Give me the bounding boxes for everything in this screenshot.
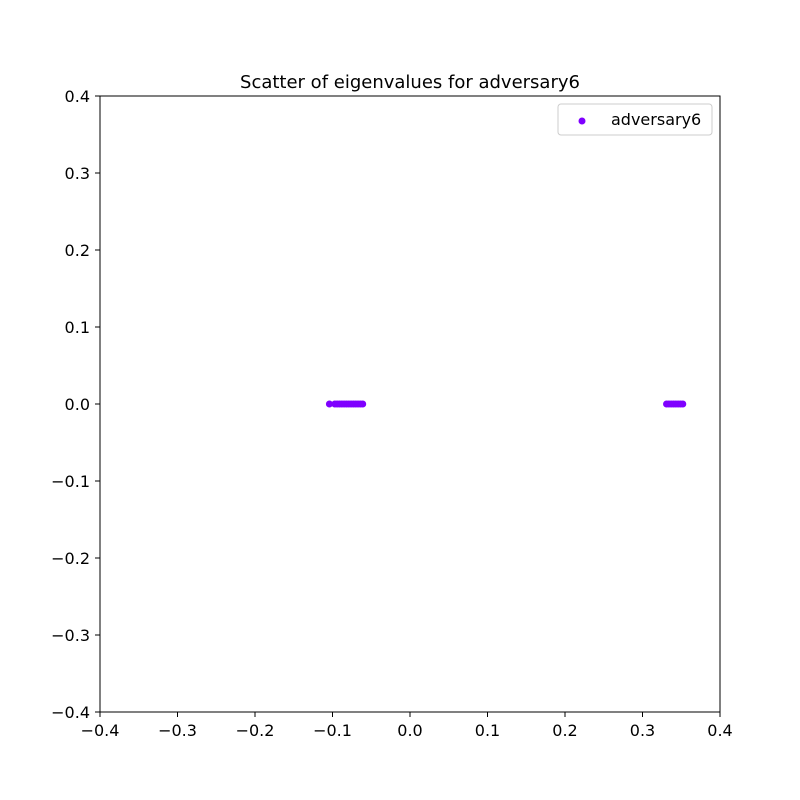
y-axis: −0.4 −0.3 −0.2 −0.1 0.0 0.1 0.2 0.3 0.4: [51, 87, 100, 722]
x-tick-label: −0.2: [236, 721, 275, 740]
legend-box: [557, 103, 713, 136]
y-tick-label: −0.4: [51, 703, 90, 722]
legend-label: adversary6: [611, 110, 701, 129]
y-tick-label: 0.4: [65, 87, 90, 106]
data-point: [325, 400, 333, 408]
y-tick-label: −0.2: [51, 549, 90, 568]
x-tick-label: 0.4: [707, 721, 732, 740]
x-tick-label: −0.1: [313, 721, 352, 740]
y-tick-label: 0.0: [65, 395, 90, 414]
legend-marker: [578, 117, 586, 125]
x-tick-label: −0.4: [81, 721, 120, 740]
x-tick-label: 0.2: [552, 721, 577, 740]
data-point: [359, 400, 367, 408]
y-tick-label: −0.1: [51, 472, 90, 491]
y-tick-label: 0.1: [65, 318, 90, 337]
data-point: [679, 400, 687, 408]
y-tick-label: 0.3: [65, 164, 90, 183]
x-tick-label: 0.1: [475, 721, 500, 740]
x-tick-label: −0.3: [158, 721, 197, 740]
y-tick-label: −0.3: [51, 626, 90, 645]
x-tick-label: 0.0: [397, 721, 422, 740]
x-tick-label: 0.3: [630, 721, 655, 740]
x-axis: −0.4 −0.3 −0.2 −0.1 0.0 0.1 0.2 0.3 0.4: [81, 712, 733, 740]
plot-area: [99, 95, 721, 713]
y-tick-label: 0.2: [65, 241, 90, 260]
legend: adversary6: [557, 103, 713, 136]
data-points: [325, 400, 687, 408]
chart-title: Scatter of eigenvalues for adversary6: [240, 72, 580, 93]
